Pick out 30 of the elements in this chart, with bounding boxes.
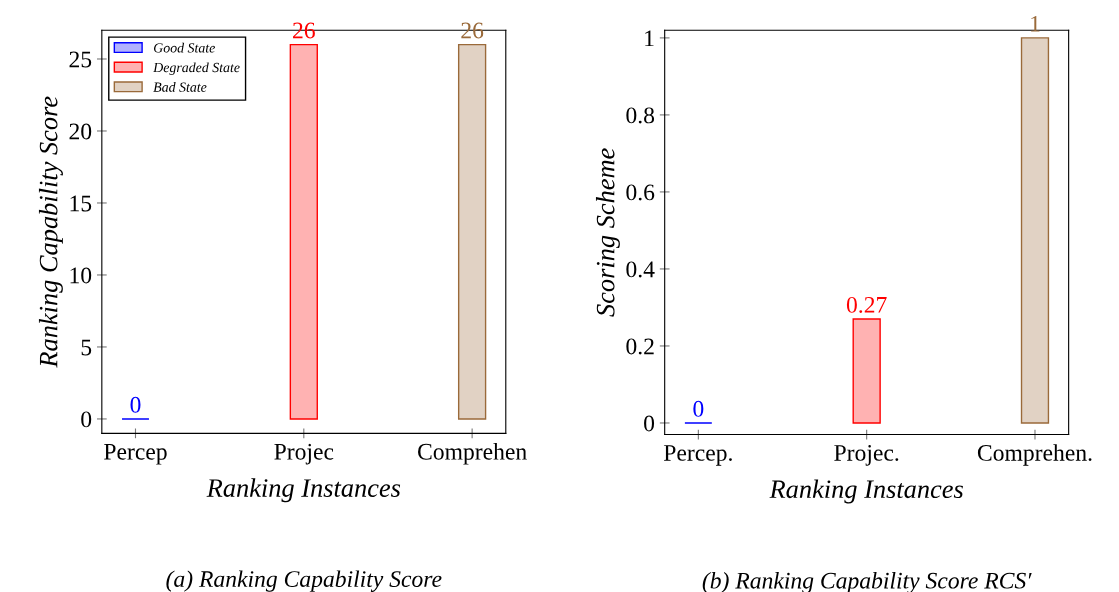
data-label: 0 [130, 396, 141, 413]
y-axis-title: Scoring Scheme [595, 148, 620, 317]
x-tick-label: Projec [274, 443, 334, 465]
legend-label: Good State [153, 42, 216, 53]
y-tick-label: 15 [70, 195, 92, 212]
y-tick-label: 10 [70, 267, 92, 284]
y-axis-title: Ranking Capability Score [38, 96, 63, 368]
y-tick-label: 5 [81, 339, 92, 356]
x-axis-title: Ranking Instances [206, 478, 401, 503]
y-tick-label: 0 [644, 415, 655, 432]
y-tick-label: 20 [69, 123, 92, 140]
x-tick-label: Projec. [834, 445, 899, 466]
x-tick-label: Percep. [663, 445, 732, 466]
y-tick-label: 0 [81, 411, 92, 428]
x-tick-label: Percep [104, 443, 167, 465]
y-tick-label: 0.4 [626, 261, 655, 278]
y-tick-label: 1 [645, 30, 654, 47]
y-tick-label: 0.6 [626, 184, 655, 201]
x-axis-title: Ranking Instances [769, 479, 963, 504]
legend-label: Degraded State [153, 62, 240, 75]
data-label: 0.27 [846, 296, 887, 313]
legend-label: Bad State [153, 82, 207, 92]
y-tick-label: 0.2 [626, 338, 654, 355]
x-tick-label: Comprehen. [977, 444, 1092, 466]
y-tick-label: 0.8 [626, 107, 655, 124]
text: (a) Ranking Capability Score [166, 570, 442, 592]
data-label: 0 [693, 400, 704, 417]
x-tick-label: Comprehen [418, 443, 527, 465]
data-label: 1 [1031, 15, 1040, 32]
y-tick-label: 25 [69, 51, 92, 68]
